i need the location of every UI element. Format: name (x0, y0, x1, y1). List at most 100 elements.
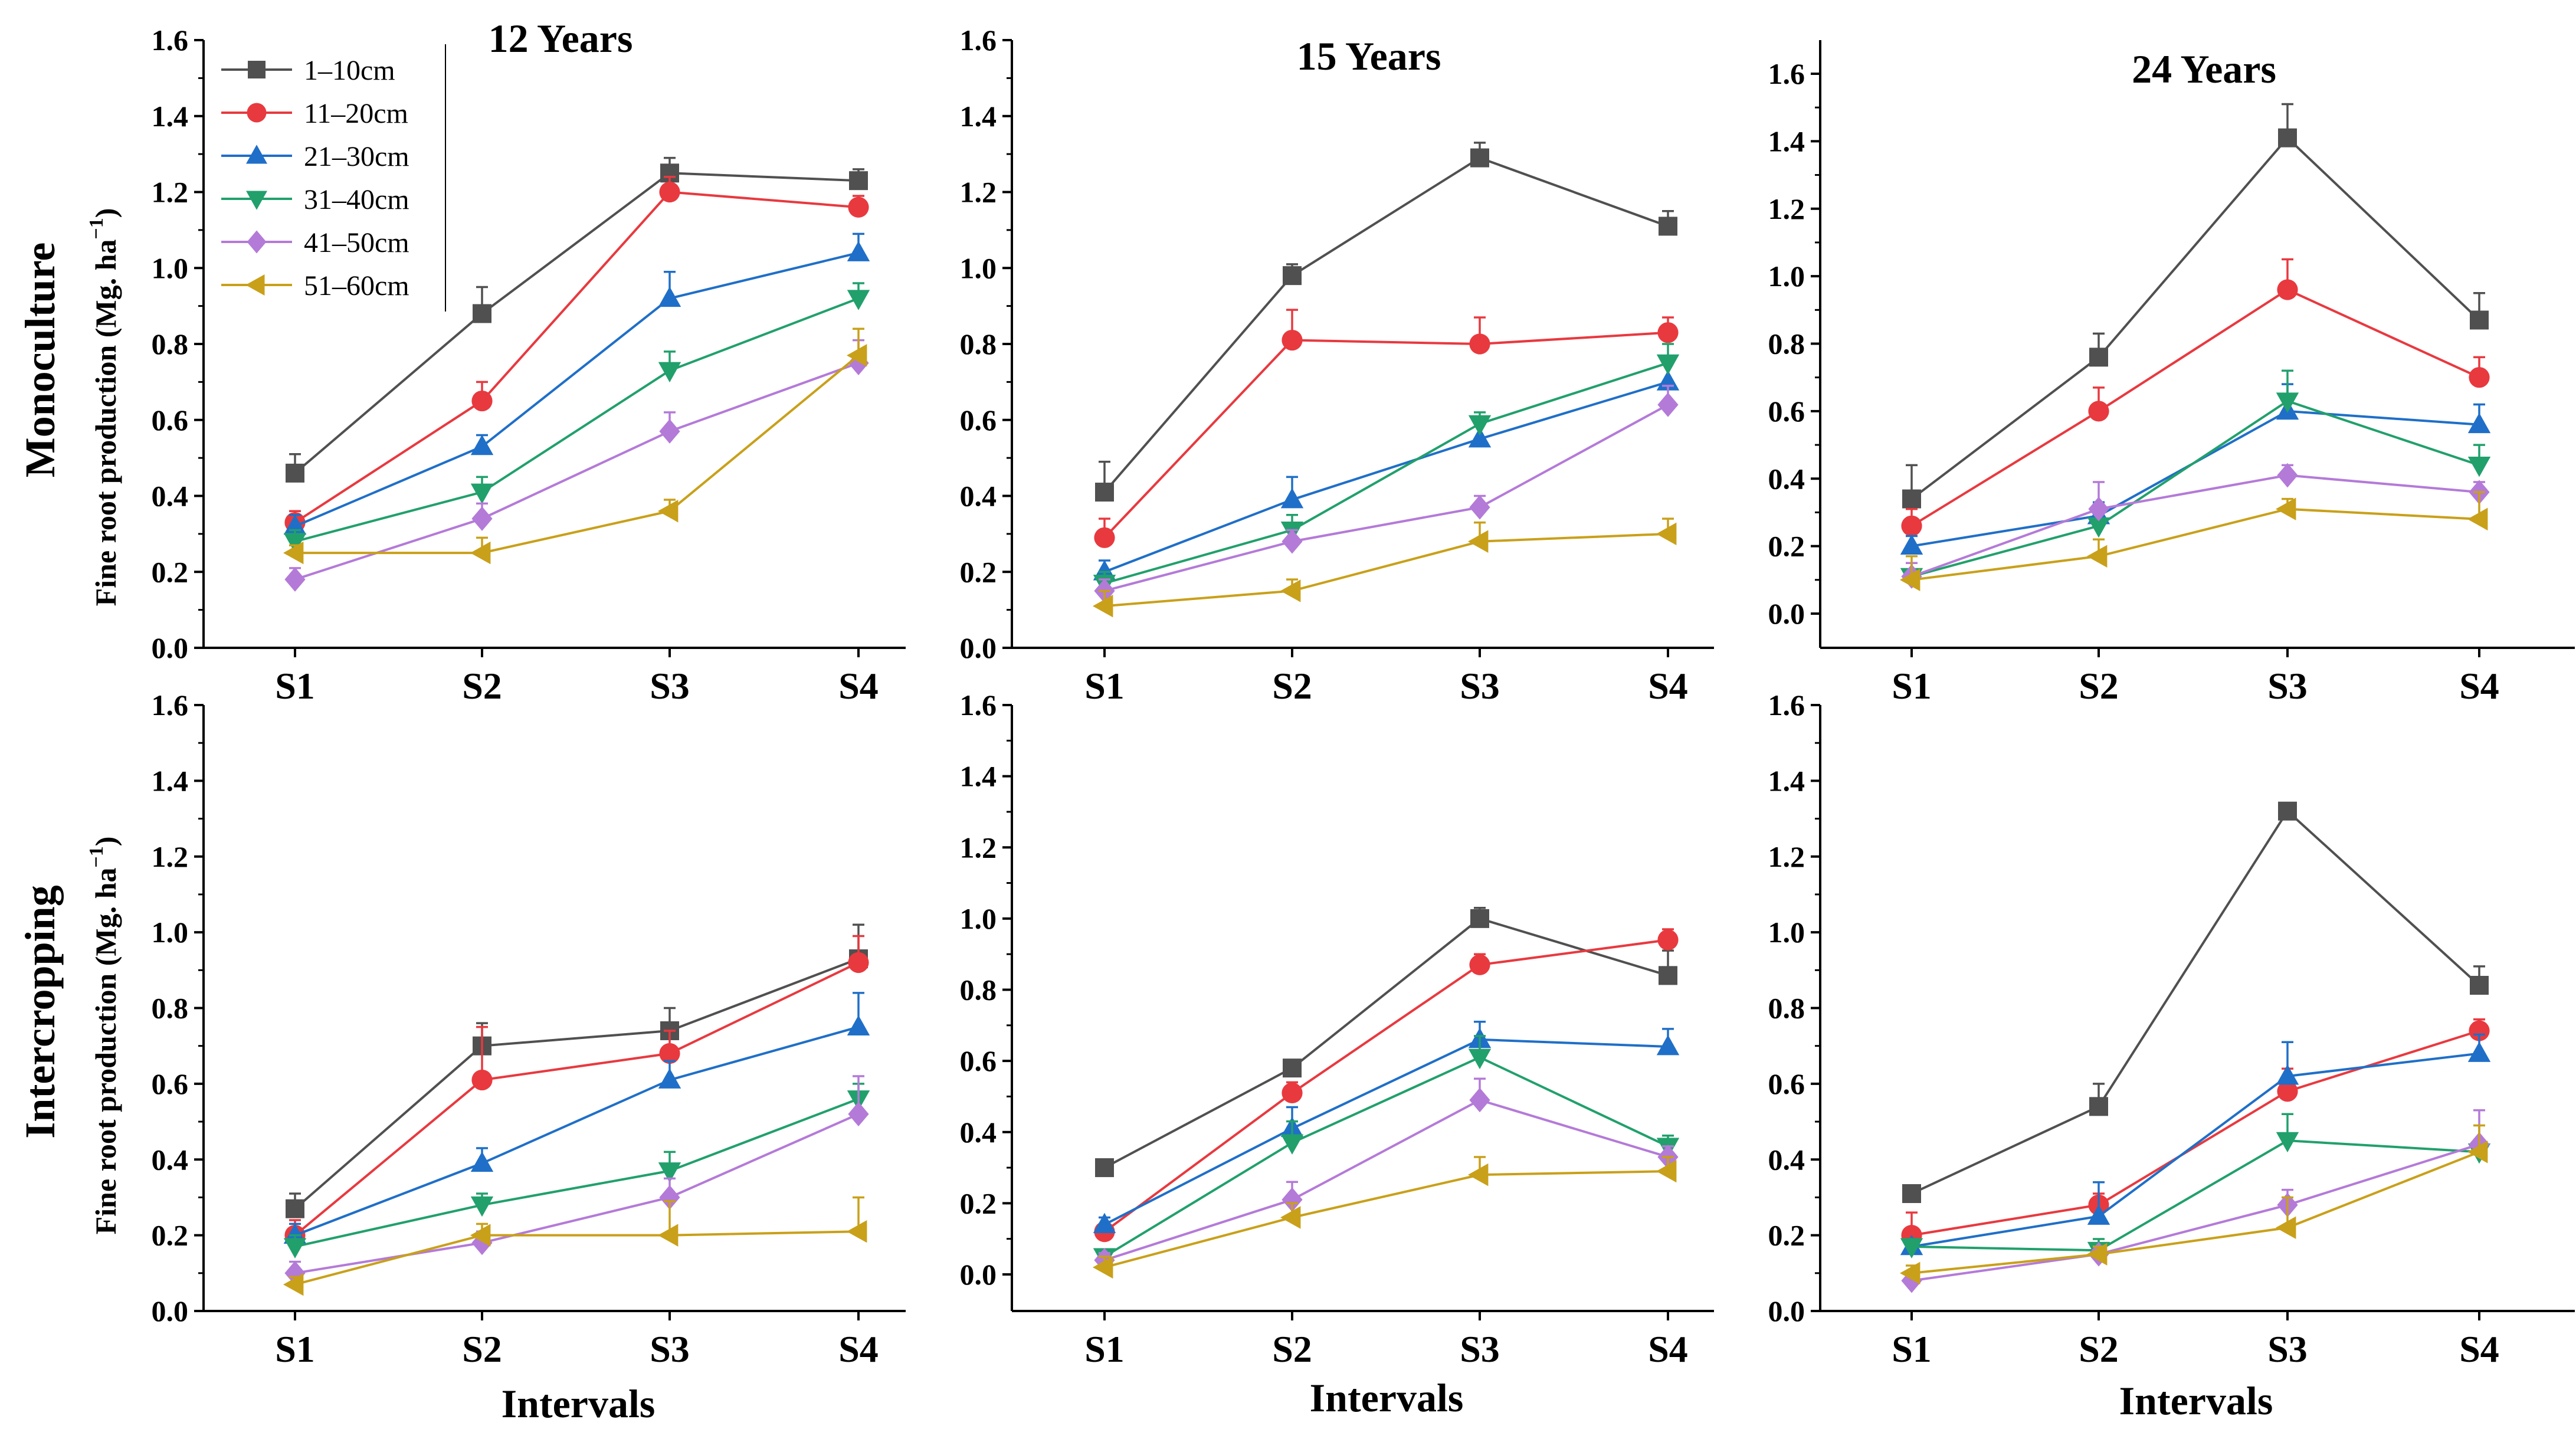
data-point (1901, 515, 1922, 536)
data-point (471, 506, 493, 531)
series-line (1911, 399, 2480, 578)
legend-item-21-30cm: 21–30cm (221, 141, 409, 172)
y-tick-label: 1.4 (152, 764, 189, 797)
x-tick-label-s2: S2 (462, 1328, 502, 1370)
y-axis-label-bottom: Fine root production (Mg. ha−1) (86, 837, 122, 1235)
series-line (1911, 809, 2480, 1195)
data-point (658, 500, 679, 523)
data-point (848, 952, 869, 974)
legend-item-1-10cm: 1–10cm (221, 55, 395, 86)
data-point (283, 533, 307, 553)
series-line (1103, 156, 1669, 493)
y-tick-label: 1.2 (960, 831, 997, 864)
data-point (470, 1151, 494, 1172)
x-tick-label-s3: S3 (2267, 665, 2308, 707)
series-51-60cm (1900, 1124, 2488, 1285)
data-point (848, 196, 869, 218)
legend-swatch-marker (247, 103, 267, 123)
series-41-50cm (284, 1075, 869, 1286)
data-point (659, 419, 680, 444)
y-tick-label: 1.0 (960, 902, 997, 935)
series-11-20cm (284, 176, 869, 533)
y-tick-label: 1.4 (152, 100, 189, 133)
data-point (2276, 1216, 2296, 1239)
legend-item-41-50cm: 41–50cm (221, 227, 409, 258)
y-tick-label: 0.6 (960, 1044, 997, 1077)
legend-label: 51–60cm (304, 270, 409, 301)
panel-monoculture-12-years: 0.0 0.2 0.4 0.6 0.8 1.0 1.2 1.4 1.6 S1 S2 S3 S4 12 Ye… (152, 16, 906, 707)
x-tick-label-s3: S3 (2267, 1328, 2308, 1370)
x-tick-label-s4: S4 (1648, 1328, 1688, 1370)
y-tick-label: 0.4 (960, 1116, 997, 1149)
y-tick-label: 1.2 (960, 176, 997, 209)
y-axis-label-top-main: Fine root production (Mg. ha (89, 240, 122, 607)
series-51-60cm (283, 1196, 867, 1296)
series-line (294, 1025, 859, 1237)
legend-label: 1–10cm (304, 55, 395, 86)
y-tick-label: 0.8 (1768, 992, 1805, 1025)
panel-title: 15 Years (1297, 34, 1441, 78)
x-tick-label-s1: S1 (1084, 665, 1125, 707)
data-point (1657, 322, 1679, 343)
data-point (2276, 1064, 2299, 1085)
panel-intercropping-15-years: 0.0 0.2 0.4 0.6 0.8 1.0 1.2 1.4 1.6 S1 S2 S3 S4 (960, 689, 1714, 1370)
data-point (2469, 367, 2490, 388)
y-tick-label: 1.2 (1768, 192, 1805, 225)
series-line (1911, 1139, 2480, 1252)
legend-item-51-60cm: 51–60cm (221, 270, 409, 301)
y-tick-label: 0.6 (1768, 1067, 1805, 1100)
data-point (1094, 527, 1115, 548)
series-line (294, 251, 859, 527)
y-tick-label: 0.0 (1768, 597, 1805, 630)
series-21-30cm (1900, 1033, 2491, 1256)
y-tick-label: 0.0 (960, 631, 997, 664)
panel-title: 24 Years (2132, 47, 2276, 91)
data-point (1282, 329, 1303, 351)
data-point (1900, 534, 1923, 555)
y-tick-label: 0.8 (152, 327, 189, 360)
x-tick-label-s4: S4 (1648, 665, 1688, 707)
series-line (1104, 532, 1669, 608)
x-tick-label-s1: S1 (1892, 1328, 1932, 1370)
y-tick-label: 0.6 (152, 1067, 189, 1100)
series-line (1104, 1170, 1669, 1269)
series-line (1104, 362, 1669, 585)
legend: 1–10cm 11–20cm 21–30cm 31–40cm 41–50cm 51–60c… (221, 44, 446, 312)
data-point (2278, 801, 2297, 821)
data-point (1656, 354, 1680, 375)
data-point (1470, 909, 1489, 928)
series-line (1911, 474, 2480, 578)
y-axis-label-top-sup: −1 (86, 218, 107, 239)
x-axis-label-12-years: Intervals (502, 1381, 656, 1426)
y-tick-label: 0.2 (960, 555, 997, 588)
series-41-50cm (1094, 1077, 1679, 1273)
y-tick-label: 0.2 (1768, 1219, 1805, 1252)
data-point (847, 1220, 867, 1243)
data-point (1470, 148, 1489, 168)
data-point (658, 362, 681, 383)
data-point (849, 171, 868, 191)
panel-monoculture-15-years: 0.0 0.2 0.4 0.6 0.8 1.0 1.2 1.4 1.6 S1 S2 S3 S4 15 Ye… (960, 24, 1714, 707)
data-point (848, 1102, 869, 1127)
x-tick-label-s2: S2 (462, 665, 502, 707)
series-31-40cm (283, 282, 870, 553)
data-point (1282, 1187, 1303, 1212)
data-point (1280, 1134, 1304, 1155)
y-axis-label-top: Fine root production (Mg. ha−1) (86, 208, 122, 607)
series-line (1103, 331, 1669, 539)
y-tick-label: 0.2 (152, 555, 189, 588)
panel-intercropping-12-years: 0.0 0.2 0.4 0.6 0.8 1.0 1.2 1.4 1.6 S1 S2 S3 S4 (152, 689, 906, 1370)
series-line (295, 354, 860, 555)
series-line (294, 1113, 859, 1274)
series-line (1104, 1038, 1669, 1226)
row-label-intercropping: Intercropping (17, 885, 64, 1138)
series-21-30cm (1093, 362, 1680, 581)
data-point (658, 1068, 681, 1089)
data-point (1095, 483, 1114, 502)
series-1-10cm (286, 923, 868, 1218)
data-point (847, 241, 870, 261)
x-tick-label-s4: S4 (838, 665, 879, 707)
data-point (2467, 507, 2488, 531)
series-11-20cm (1901, 1018, 2490, 1246)
x-tick-label-s1: S1 (275, 1328, 315, 1370)
